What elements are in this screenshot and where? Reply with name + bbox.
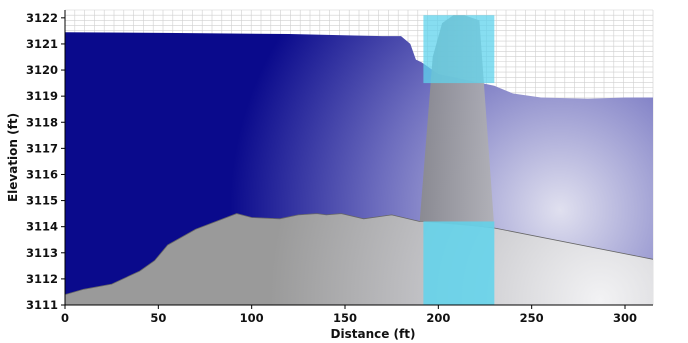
axes: 0 50 100 150 200 250 300 311131123113311431153…	[26, 10, 653, 325]
x-tick-label: 200	[426, 311, 450, 325]
ground-area	[65, 213, 653, 305]
plot-area	[64, 15, 654, 305]
y-axis-ticks: 3111 3112 3113 3114 3115 3116 3117 3118 3119 3120…	[26, 11, 65, 312]
y-tick-label: 3117	[26, 141, 58, 155]
y-tick-label: 3114	[26, 220, 58, 234]
highlight-box	[423, 221, 495, 305]
y-tick-label: 3116	[26, 167, 58, 181]
y-tick-label: 3120	[26, 63, 58, 77]
y-tick-label: 3118	[26, 115, 58, 129]
x-tick-label: 150	[333, 311, 357, 325]
x-tick-label: 0	[61, 311, 69, 325]
water-area	[65, 32, 653, 295]
x-axis-ticks: 0 50 100 150 200 250 300	[61, 305, 637, 325]
y-axis-title: Elevation (ft)	[6, 113, 20, 202]
y-tick-label: 3119	[26, 89, 58, 103]
y-tick-label: 3111	[26, 298, 58, 312]
x-tick-label: 100	[240, 311, 264, 325]
highlight-box	[423, 15, 495, 84]
ground-profile-line	[64, 213, 654, 295]
highlight-boxes	[423, 15, 495, 305]
y-tick-label: 3112	[26, 272, 58, 286]
x-tick-label: 50	[150, 311, 166, 325]
y-tick-label: 3115	[26, 194, 58, 208]
y-tick-label: 3122	[26, 11, 58, 25]
y-tick-label: 3121	[26, 37, 58, 51]
x-tick-label: 250	[520, 311, 544, 325]
x-tick-label: 300	[613, 311, 637, 325]
y-tick-label: 3113	[26, 246, 58, 260]
x-axis-title: Distance (ft)	[331, 327, 416, 341]
